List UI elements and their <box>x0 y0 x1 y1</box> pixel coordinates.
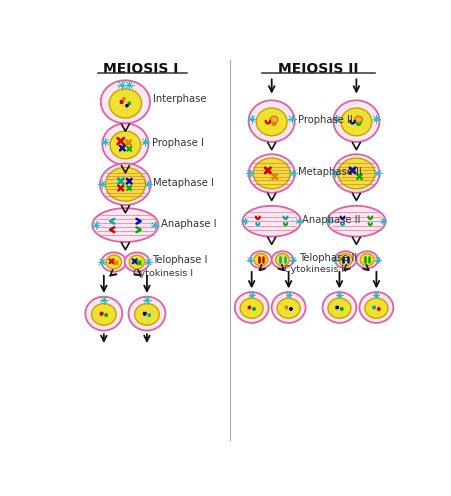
Ellipse shape <box>337 158 374 189</box>
Ellipse shape <box>91 304 116 325</box>
Ellipse shape <box>242 206 300 237</box>
Ellipse shape <box>239 298 262 318</box>
Text: Prophase II: Prophase II <box>297 115 352 124</box>
Text: Cytokinesis I: Cytokinesis I <box>133 269 193 278</box>
Text: MEIOSIS I: MEIOSIS I <box>103 62 178 76</box>
Ellipse shape <box>359 292 392 323</box>
Ellipse shape <box>106 255 121 269</box>
Ellipse shape <box>338 253 352 266</box>
Ellipse shape <box>276 298 299 318</box>
Ellipse shape <box>248 100 294 142</box>
Ellipse shape <box>253 253 267 266</box>
Ellipse shape <box>271 251 293 268</box>
Text: Telophase II: Telophase II <box>299 253 357 263</box>
Ellipse shape <box>340 108 371 136</box>
Text: Anaphase I: Anaphase I <box>161 219 216 229</box>
Text: Interphase: Interphase <box>153 94 206 104</box>
Ellipse shape <box>354 116 362 123</box>
Ellipse shape <box>364 298 387 318</box>
Ellipse shape <box>327 298 350 318</box>
Text: Metaphase II: Metaphase II <box>297 167 361 177</box>
Ellipse shape <box>271 292 305 323</box>
Text: Telophase I: Telophase I <box>152 255 207 265</box>
Ellipse shape <box>92 208 158 242</box>
Ellipse shape <box>129 255 144 269</box>
Ellipse shape <box>253 158 290 189</box>
Ellipse shape <box>270 116 277 123</box>
Ellipse shape <box>248 154 294 193</box>
Ellipse shape <box>134 304 159 325</box>
Text: Cytokinesis II: Cytokinesis II <box>283 265 346 274</box>
Ellipse shape <box>355 251 377 268</box>
Ellipse shape <box>332 154 379 193</box>
Ellipse shape <box>249 251 271 268</box>
Ellipse shape <box>327 206 385 237</box>
Ellipse shape <box>101 252 126 272</box>
Ellipse shape <box>275 253 289 266</box>
Text: Metaphase I: Metaphase I <box>153 178 213 187</box>
Ellipse shape <box>85 297 122 330</box>
Text: Anaphase II: Anaphase II <box>302 215 360 225</box>
Ellipse shape <box>256 108 286 136</box>
Text: MEIOSIS II: MEIOSIS II <box>277 62 357 76</box>
Ellipse shape <box>101 80 150 124</box>
Ellipse shape <box>322 292 355 323</box>
Ellipse shape <box>359 253 373 266</box>
Ellipse shape <box>334 251 355 268</box>
Ellipse shape <box>109 89 141 118</box>
Ellipse shape <box>124 252 149 272</box>
Ellipse shape <box>102 124 148 165</box>
Ellipse shape <box>100 164 151 205</box>
Ellipse shape <box>128 297 165 330</box>
Ellipse shape <box>105 167 145 201</box>
Ellipse shape <box>110 131 140 159</box>
Text: Prophase I: Prophase I <box>151 138 203 148</box>
Ellipse shape <box>332 100 379 142</box>
Ellipse shape <box>234 292 268 323</box>
